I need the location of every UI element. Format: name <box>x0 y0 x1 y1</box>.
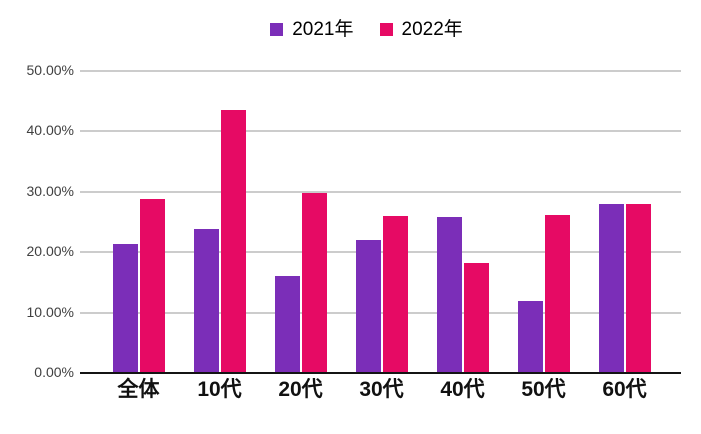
bar-2021年-20代 <box>274 276 300 372</box>
bar-2022年-30代 <box>382 216 408 372</box>
bar-group-6 <box>503 70 584 372</box>
y-tick-label: 20.00% <box>26 243 74 260</box>
x-tick-label: 40代 <box>440 378 485 401</box>
bar-group-4 <box>341 70 422 372</box>
bar-2022年-全体 <box>139 199 165 372</box>
bar-2021年-50代 <box>517 300 543 372</box>
legend-item: 2022年 <box>379 19 463 40</box>
bar-group-5 <box>422 70 503 372</box>
legend-label: 2022年 <box>401 19 463 40</box>
y-axis: 0.00% 10.00% 20.00% 30.00% 40.00% 50.00% <box>0 0 74 434</box>
bar-2022年-20代 <box>301 193 327 372</box>
x-tick-label: 60代 <box>602 378 647 401</box>
bar-2022年-10代 <box>220 109 246 372</box>
x-tick-label: 全体 <box>117 378 160 401</box>
bar-group-2 <box>179 70 260 372</box>
bar-2021年-10代 <box>193 228 219 372</box>
bar-2021年-30代 <box>355 239 381 372</box>
gridline <box>80 130 681 133</box>
bar-2021年-60代 <box>598 203 624 372</box>
x-tick-label: 50代 <box>521 378 566 401</box>
bar-groups <box>98 70 665 372</box>
bar-2022年-40代 <box>463 263 489 372</box>
legend-swatch-icon <box>379 23 393 36</box>
y-tick-label: 0.00% <box>34 364 74 380</box>
bar-2021年-全体 <box>112 244 138 372</box>
legend-item: 2021年 <box>270 19 354 40</box>
bar-group-1 <box>98 70 179 372</box>
bar-2022年-50代 <box>544 215 570 372</box>
legend-swatch-icon <box>270 23 284 36</box>
plot-area <box>80 70 681 374</box>
x-tick-label: 20代 <box>278 378 323 401</box>
y-tick-label: 10.00% <box>26 303 74 320</box>
gridline <box>80 311 681 314</box>
y-tick-label: 50.00% <box>26 62 74 78</box>
bar-group-3 <box>260 70 341 372</box>
x-tick-label: 10代 <box>197 378 242 401</box>
gridline <box>80 190 681 193</box>
chart-legend: 2021年 2022年 <box>0 20 701 39</box>
x-tick-label: 30代 <box>359 378 404 401</box>
bar-group-7 <box>584 70 665 372</box>
x-axis: 全体 10代 20代 30代 40代 50代 60代 <box>98 377 665 403</box>
bar-2021年-40代 <box>436 216 462 372</box>
legend-label: 2021年 <box>292 19 354 40</box>
gridline <box>80 70 681 72</box>
bar-2022年-60代 <box>625 204 651 372</box>
y-tick-label: 40.00% <box>26 122 74 139</box>
y-tick-label: 30.00% <box>26 182 74 199</box>
gridline <box>80 251 681 254</box>
